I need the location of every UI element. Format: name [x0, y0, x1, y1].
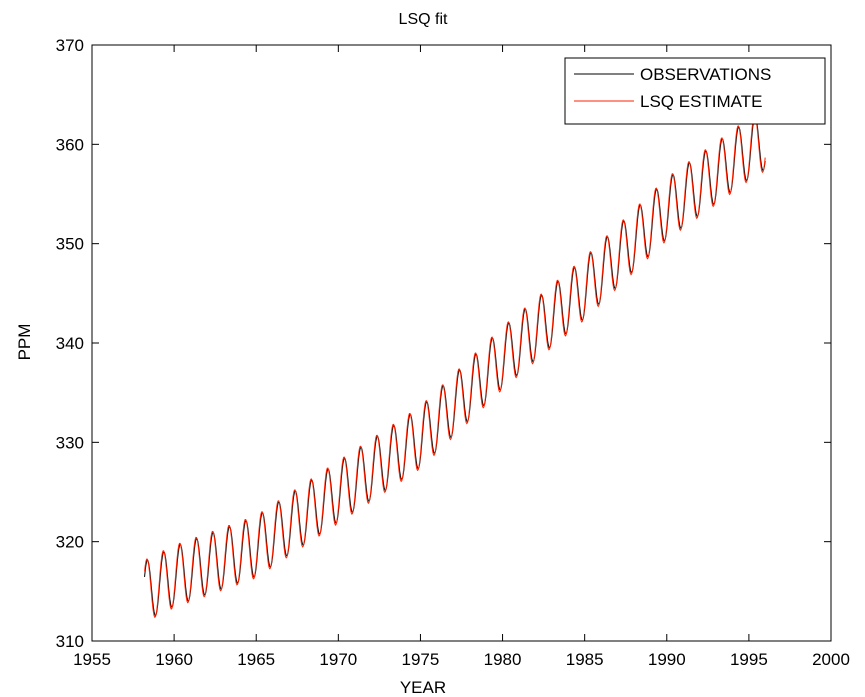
x-tick-label: 1980 [484, 650, 522, 669]
x-tick-label: 1955 [73, 650, 111, 669]
legend-box [564, 57, 826, 125]
x-axis-ticks: 1955 1960 1965 1970 1975 1980 1985 1990 1995 2000 [73, 45, 850, 669]
legend: OBSERVATIONS LSQ ESTIMATE [564, 57, 826, 125]
x-tick-label: 1985 [566, 650, 604, 669]
series-line-lsq-estimate [144, 114, 766, 619]
y-tick-label: 360 [56, 135, 84, 154]
x-tick-label: 1990 [648, 650, 686, 669]
chart-title: LSQ fit [399, 11, 448, 28]
x-tick-label: 1965 [237, 650, 275, 669]
x-tick-label: 1960 [155, 650, 193, 669]
legend-label-lsq-estimate: LSQ ESTIMATE [640, 92, 763, 111]
y-tick-label: 350 [56, 235, 84, 254]
x-tick-label: 1970 [319, 650, 357, 669]
legend-label-observations: OBSERVATIONS [640, 65, 771, 84]
x-tick-label: 1975 [402, 650, 440, 669]
y-tick-label: 320 [56, 533, 84, 552]
y-tick-label: 340 [56, 334, 84, 353]
x-tick-label: 1995 [730, 650, 768, 669]
y-tick-label: 330 [56, 433, 84, 452]
series-layer [144, 114, 766, 619]
y-axis-ticks: 310 320 330 340 350 360 370 [56, 36, 831, 651]
y-axis-label: PPM [15, 324, 34, 361]
y-tick-label: 370 [56, 36, 84, 55]
y-tick-label: 310 [56, 632, 84, 651]
plot-frame [91, 44, 832, 642]
x-axis-label: YEAR [400, 678, 446, 697]
x-tick-label: 2000 [812, 650, 850, 669]
series-line-observations [144, 115, 766, 617]
